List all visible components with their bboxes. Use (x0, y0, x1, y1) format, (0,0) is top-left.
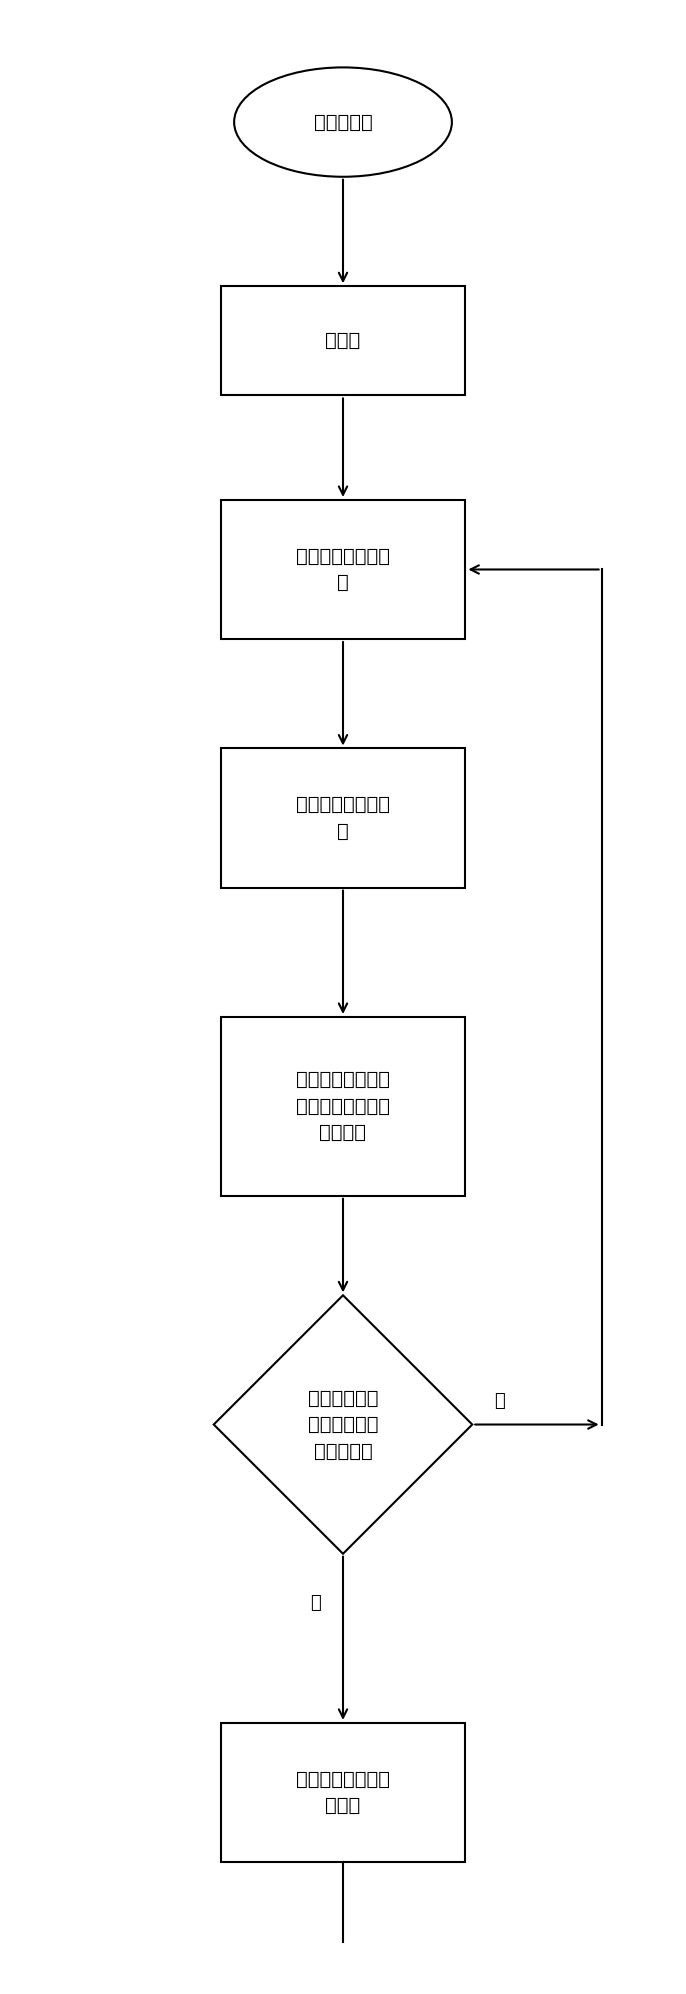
Text: 根据用户配置周期
对下位机数据进行
界面显示: 根据用户配置周期 对下位机数据进行 界面显示 (296, 1071, 390, 1143)
Text: 进行声音和颜色提
示告警: 进行声音和颜色提 示告警 (296, 1769, 390, 1815)
Text: 判断下位机数
据是否满足告
警触发条件: 判断下位机数 据是否满足告 警触发条件 (308, 1388, 378, 1460)
Text: 接收下位机上报数
据: 接收下位机上报数 据 (296, 546, 390, 592)
Text: 上位机启动: 上位机启动 (314, 112, 372, 132)
Text: 存储下位机监测数
据: 存储下位机监测数 据 (296, 796, 390, 841)
Text: 初始化: 初始化 (325, 331, 361, 351)
Text: 否: 否 (494, 1392, 505, 1410)
Text: 是: 是 (310, 1595, 321, 1613)
